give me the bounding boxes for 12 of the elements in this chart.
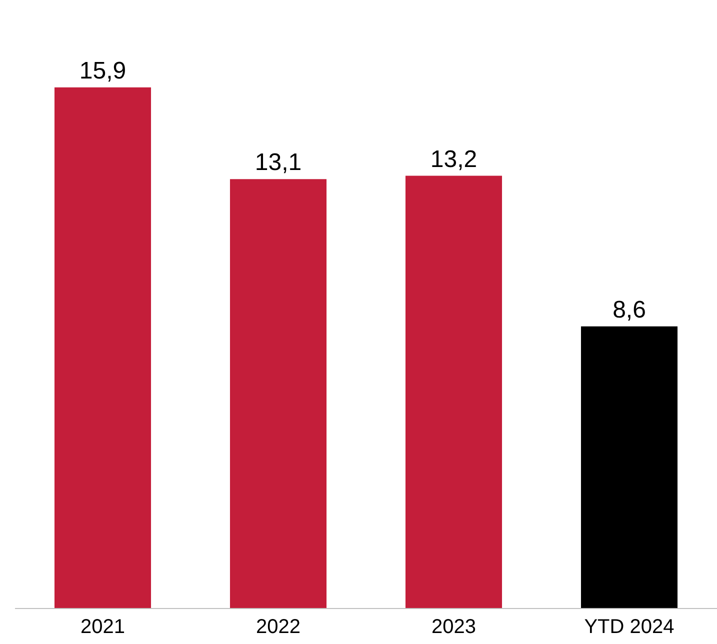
- x-tick-label: YTD 2024: [584, 616, 674, 638]
- data-label: 15,9: [79, 57, 126, 84]
- bar: [405, 176, 502, 608]
- bar: [54, 87, 152, 608]
- data-label: 13,1: [254, 149, 302, 176]
- data-label: 13,2: [430, 146, 478, 173]
- x-tick-label: 2021: [80, 616, 125, 638]
- x-tick-label: 2022: [256, 616, 300, 638]
- data-label: 8,6: [612, 296, 646, 324]
- bar: [230, 179, 327, 608]
- x-tick-label: 2023: [432, 616, 476, 638]
- bar: [580, 326, 678, 608]
